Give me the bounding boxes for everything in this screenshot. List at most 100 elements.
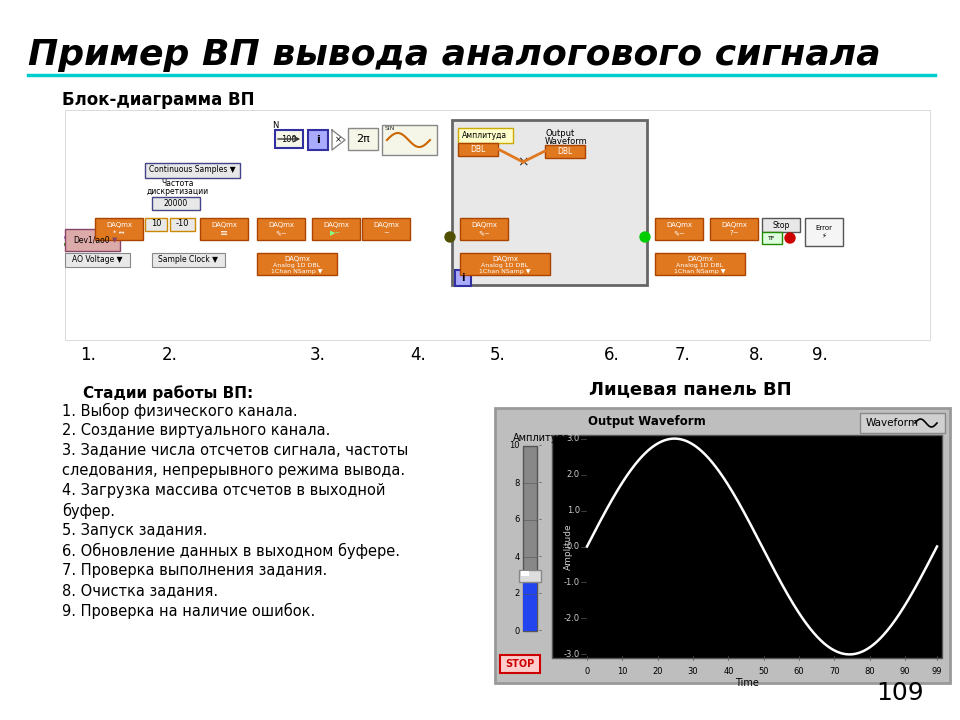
Text: DAQmx: DAQmx <box>323 222 349 228</box>
Text: DAQmx: DAQmx <box>268 222 294 228</box>
Text: DAQmx: DAQmx <box>492 256 518 262</box>
Text: дискретизации: дискретизации <box>147 186 209 196</box>
Text: 0: 0 <box>585 667 589 676</box>
FancyBboxPatch shape <box>362 218 410 240</box>
Text: DAQmx: DAQmx <box>106 222 132 228</box>
Text: ×: × <box>334 135 342 145</box>
Text: 1. Выбор физического канала.: 1. Выбор физического канала. <box>62 403 298 419</box>
Text: Analog 1D DBL: Analog 1D DBL <box>677 263 724 268</box>
Text: ✎~: ✎~ <box>673 230 684 236</box>
FancyBboxPatch shape <box>455 270 471 286</box>
FancyBboxPatch shape <box>145 218 167 231</box>
Text: 50: 50 <box>758 667 769 676</box>
FancyBboxPatch shape <box>710 218 758 240</box>
Text: DAQmx: DAQmx <box>284 256 310 262</box>
Text: -: - <box>539 552 542 562</box>
FancyBboxPatch shape <box>655 218 703 240</box>
FancyBboxPatch shape <box>495 408 950 683</box>
Text: Analog 1D DBL: Analog 1D DBL <box>274 263 321 268</box>
Text: -: - <box>539 590 542 598</box>
Text: 4.: 4. <box>410 346 426 364</box>
Text: 4. Загрузка массива отсчетов в выходной: 4. Загрузка массива отсчетов в выходной <box>62 483 386 498</box>
Text: AO Voltage ▼: AO Voltage ▼ <box>72 256 122 264</box>
Text: 80: 80 <box>865 667 876 676</box>
Text: 0.0: 0.0 <box>566 542 580 551</box>
Text: Amplitude: Amplitude <box>564 523 572 570</box>
Text: 0: 0 <box>515 626 520 636</box>
FancyBboxPatch shape <box>805 218 843 246</box>
Text: -10: -10 <box>176 220 189 228</box>
Text: следования, непрерывного режима вывода.: следования, непрерывного режима вывода. <box>62 463 405 478</box>
Text: Continuous Samples ▼: Continuous Samples ▼ <box>149 166 235 174</box>
Text: 6. Обновление данных в выходном буфере.: 6. Обновление данных в выходном буфере. <box>62 543 400 559</box>
Text: DAQmx: DAQmx <box>471 222 497 228</box>
Text: 109: 109 <box>876 681 924 705</box>
Text: ~: ~ <box>383 230 389 236</box>
FancyBboxPatch shape <box>523 446 537 631</box>
Text: 2.: 2. <box>162 346 178 364</box>
Text: DAQmx: DAQmx <box>373 222 399 228</box>
FancyBboxPatch shape <box>521 571 529 576</box>
Text: Stop: Stop <box>772 220 790 230</box>
Text: буфер.: буфер. <box>62 503 115 519</box>
Text: N: N <box>272 122 278 130</box>
FancyBboxPatch shape <box>460 218 508 240</box>
FancyBboxPatch shape <box>500 655 540 673</box>
Text: SIN: SIN <box>385 125 396 130</box>
Text: 6.: 6. <box>604 346 620 364</box>
Text: 3. Задание числа отсчетов сигнала, частоты: 3. Задание числа отсчетов сигнала, часто… <box>62 443 408 458</box>
Text: 60: 60 <box>794 667 804 676</box>
Circle shape <box>445 232 455 242</box>
Text: 3.0: 3.0 <box>566 434 580 443</box>
Circle shape <box>640 232 650 242</box>
Text: i: i <box>461 273 465 283</box>
Text: 1.0: 1.0 <box>566 506 580 515</box>
Text: ?~: ?~ <box>730 230 739 236</box>
FancyBboxPatch shape <box>655 253 745 275</box>
Text: 6: 6 <box>515 516 520 524</box>
Text: -: - <box>539 441 542 451</box>
Text: 90: 90 <box>900 667 910 676</box>
Text: 10: 10 <box>510 441 520 451</box>
Text: 99: 99 <box>932 667 943 676</box>
Text: 8. Очистка задания.: 8. Очистка задания. <box>62 583 218 598</box>
FancyBboxPatch shape <box>552 435 942 658</box>
Text: ▼: ▼ <box>112 237 118 243</box>
Text: -: - <box>539 516 542 524</box>
Text: 1Chan NSamp ▼: 1Chan NSamp ▼ <box>479 269 531 274</box>
Text: 2: 2 <box>515 590 520 598</box>
Text: -1.0: -1.0 <box>564 578 580 587</box>
Text: 70: 70 <box>829 667 840 676</box>
Text: Dev1/ao0: Dev1/ao0 <box>74 235 110 245</box>
Text: 10: 10 <box>617 667 628 676</box>
Text: 3.: 3. <box>310 346 326 364</box>
FancyBboxPatch shape <box>458 143 498 156</box>
Text: 7.: 7. <box>675 346 691 364</box>
Text: 4: 4 <box>515 552 520 562</box>
FancyBboxPatch shape <box>275 130 303 148</box>
Text: ×: × <box>517 155 529 169</box>
Text: -: - <box>539 479 542 487</box>
FancyBboxPatch shape <box>152 253 225 267</box>
FancyBboxPatch shape <box>152 197 200 210</box>
Text: 9. Проверка на наличие ошибок.: 9. Проверка на наличие ошибок. <box>62 603 315 619</box>
Text: -: - <box>539 626 542 636</box>
Text: 20000: 20000 <box>164 199 188 207</box>
FancyBboxPatch shape <box>145 163 240 178</box>
Text: Блок-диаграмма ВП: Блок-диаграмма ВП <box>62 91 254 109</box>
Text: ✎~: ✎~ <box>478 230 490 236</box>
Text: DAQmx: DAQmx <box>211 222 237 228</box>
Text: Waveform: Waveform <box>545 137 588 145</box>
Text: 8: 8 <box>515 479 520 487</box>
Text: STOP: STOP <box>505 659 535 669</box>
FancyBboxPatch shape <box>762 218 800 232</box>
Text: DAQmx: DAQmx <box>687 256 713 262</box>
Text: Пример ВП вывода аналогового сигнала: Пример ВП вывода аналогового сигнала <box>28 38 880 72</box>
FancyBboxPatch shape <box>545 145 585 158</box>
Text: ≡: ≡ <box>220 228 228 238</box>
FancyBboxPatch shape <box>170 218 195 231</box>
Text: i: i <box>316 135 320 145</box>
Text: Лицевая панель ВП: Лицевая панель ВП <box>588 380 791 398</box>
FancyBboxPatch shape <box>452 120 647 285</box>
Text: Time: Time <box>735 678 759 688</box>
